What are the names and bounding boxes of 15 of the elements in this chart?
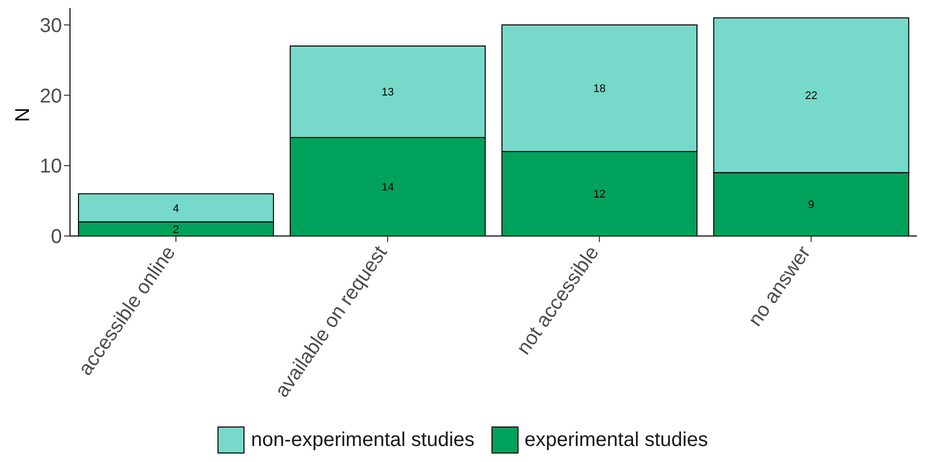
data-label: 4: [172, 202, 180, 215]
y-tick-label: 10: [40, 156, 62, 178]
y-tick-label: 30: [40, 14, 62, 37]
y-axis-title: N: [12, 108, 34, 122]
y-tick-label: 0: [50, 226, 62, 248]
data-label: 13: [382, 86, 394, 99]
y-tick-label: 20: [40, 85, 62, 108]
data-label: 18: [593, 83, 606, 96]
data-label: 22: [805, 90, 818, 102]
data-label: 12: [593, 188, 606, 201]
legend-label: experimental studies: [524, 428, 708, 452]
data-label: 2: [172, 224, 180, 236]
legend-label: non-experimental studies: [251, 428, 475, 452]
data-label: 9: [808, 199, 814, 212]
data-label: 14: [382, 182, 394, 194]
